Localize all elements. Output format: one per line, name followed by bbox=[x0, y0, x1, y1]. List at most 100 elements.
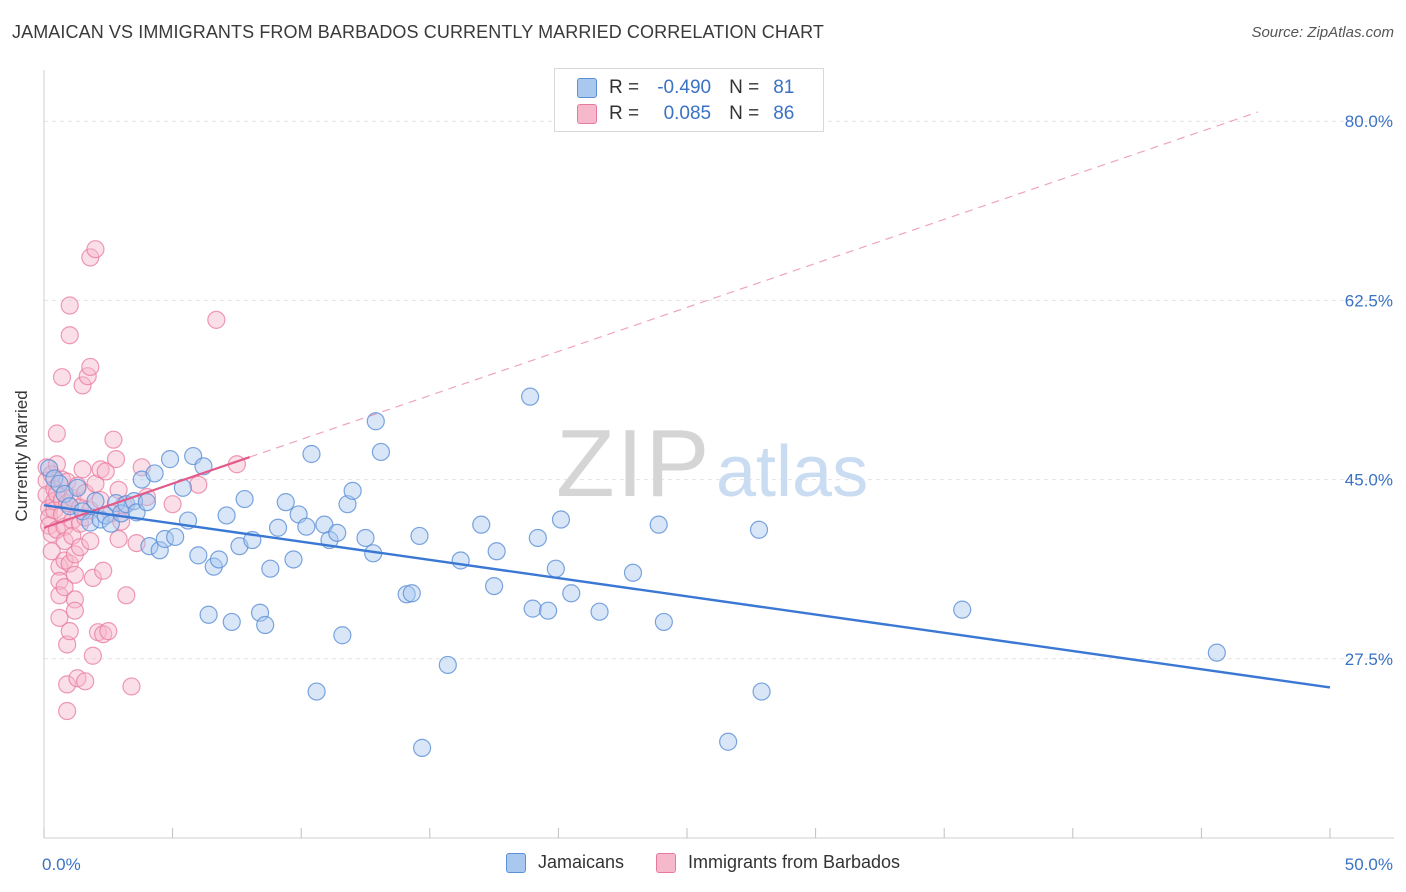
jamaicans-point bbox=[268, 518, 288, 537]
y-tick-label: 62.5% bbox=[1345, 291, 1393, 310]
barbados-point bbox=[60, 296, 79, 315]
jamaicans-point bbox=[546, 559, 565, 578]
r-label: R = bbox=[609, 77, 640, 98]
jamaicans-point bbox=[140, 537, 159, 556]
jamaicans-point bbox=[539, 601, 558, 620]
jamaicans-point bbox=[150, 541, 169, 560]
barbados-point bbox=[42, 542, 61, 561]
barbados-point bbox=[99, 622, 118, 641]
jamaicans-point bbox=[235, 489, 254, 509]
jamaicans-point bbox=[719, 732, 738, 751]
jamaicans-point bbox=[81, 513, 100, 532]
n-label: N = bbox=[729, 103, 760, 124]
barbados-point bbox=[86, 240, 105, 259]
grid-lines bbox=[44, 120, 1394, 660]
jamaicans-swatch bbox=[505, 852, 526, 873]
barbados-point bbox=[60, 622, 79, 641]
barbados-point bbox=[50, 608, 69, 627]
jamaicans-point bbox=[297, 517, 316, 536]
source-note: Source: ZipAtlas.com bbox=[1251, 24, 1394, 41]
barbados-point bbox=[83, 646, 102, 665]
jamaicans-point bbox=[256, 615, 275, 635]
y-tick-labels: 27.5% 45.0% 62.5% 80.0% bbox=[1345, 112, 1393, 669]
barbados-point bbox=[117, 586, 136, 605]
jamaicans-point bbox=[343, 481, 362, 500]
barbados-point bbox=[47, 424, 66, 443]
y-tick-label: 45.0% bbox=[1345, 471, 1393, 490]
barbados-point bbox=[73, 460, 92, 479]
barbados-swatch bbox=[655, 852, 676, 873]
jamaicans-point bbox=[562, 584, 581, 603]
barbados-point bbox=[60, 326, 79, 345]
barbados-point bbox=[65, 601, 84, 620]
jamaicans-point bbox=[623, 563, 643, 582]
jamaicans-point bbox=[40, 459, 59, 478]
jamaicans-point bbox=[199, 605, 218, 624]
jamaicans-point bbox=[284, 550, 303, 569]
jamaicans-point bbox=[451, 551, 470, 570]
x-tick-labels: 0.0% 50.0% bbox=[42, 855, 1393, 874]
barbados-point bbox=[58, 701, 77, 721]
jamaicans-point bbox=[189, 546, 208, 565]
jamaicans-point bbox=[953, 600, 972, 619]
barbados-point bbox=[58, 675, 77, 694]
correlation-legend: R = -0.490 N = 81 R = 0.085 N = 86 bbox=[554, 68, 824, 132]
jamaicans-point bbox=[145, 464, 164, 483]
barbados-point bbox=[122, 677, 141, 696]
series-legend: Jamaicans Immigrants from Barbados bbox=[0, 852, 1406, 873]
jamaicans-point bbox=[328, 523, 347, 542]
jamaicans-point bbox=[528, 528, 547, 548]
jamaicans-swatch bbox=[577, 78, 597, 98]
jamaicans-point bbox=[749, 520, 769, 539]
legend-item-jamaicans[interactable]: Jamaicans bbox=[505, 852, 624, 873]
barbados-point bbox=[60, 554, 79, 573]
watermark-atlas: atlas bbox=[716, 432, 868, 512]
barbados-point bbox=[55, 578, 74, 597]
barbados-point bbox=[81, 531, 100, 551]
jamaicans-trend-line bbox=[43, 504, 1331, 689]
jamaicans-point bbox=[307, 682, 326, 701]
barbados-point bbox=[104, 430, 123, 449]
jamaicans-point bbox=[45, 469, 64, 488]
legend-row-barbados: R = 0.085 N = 86 bbox=[577, 102, 794, 126]
r-value: 0.085 bbox=[663, 103, 712, 124]
barbados-point bbox=[94, 561, 113, 580]
r-label: R = bbox=[609, 103, 640, 124]
n-label: N = bbox=[729, 77, 760, 98]
barbados-trend-extension bbox=[249, 111, 1259, 458]
jamaicans-point bbox=[410, 526, 429, 546]
jamaicans-point bbox=[521, 387, 540, 406]
barbados-point bbox=[73, 376, 92, 395]
jamaicans-point bbox=[217, 506, 236, 525]
jamaicans-point bbox=[472, 515, 491, 534]
jamaicans-point bbox=[124, 492, 144, 511]
chart-title: JAMAICAN VS IMMIGRANTS FROM BARBADOS CUR… bbox=[12, 22, 824, 42]
trend-lines bbox=[43, 111, 1331, 689]
barbados-point bbox=[106, 450, 126, 469]
axes bbox=[43, 70, 1394, 839]
r-value: -0.490 bbox=[657, 77, 712, 98]
jamaicans-point bbox=[261, 559, 280, 578]
jamaicans-point bbox=[438, 655, 457, 675]
jamaicans-point bbox=[338, 495, 357, 514]
barbados-point bbox=[76, 672, 95, 691]
x-tick-label: 0.0% bbox=[42, 855, 81, 874]
jamaicans-point bbox=[412, 738, 432, 757]
jamaicans-point bbox=[1207, 643, 1226, 662]
barbados-point bbox=[58, 635, 77, 654]
legend-item-barbados[interactable]: Immigrants from Barbados bbox=[655, 852, 900, 873]
barbados-trend-line bbox=[43, 456, 251, 529]
jamaicans-point bbox=[68, 478, 87, 497]
jamaicans-point bbox=[366, 412, 385, 431]
jamaicans-point bbox=[590, 602, 609, 621]
y-tick-label: 80.0% bbox=[1345, 112, 1393, 131]
jamaicans-point bbox=[371, 442, 391, 462]
jamaicans-point bbox=[487, 542, 506, 561]
jamaicans-point bbox=[160, 450, 180, 469]
barbados-point bbox=[83, 568, 102, 588]
jamaicans-point bbox=[137, 493, 156, 512]
jamaicans-point bbox=[50, 474, 69, 493]
barbados-point bbox=[96, 462, 115, 481]
barbados-point bbox=[81, 357, 100, 377]
